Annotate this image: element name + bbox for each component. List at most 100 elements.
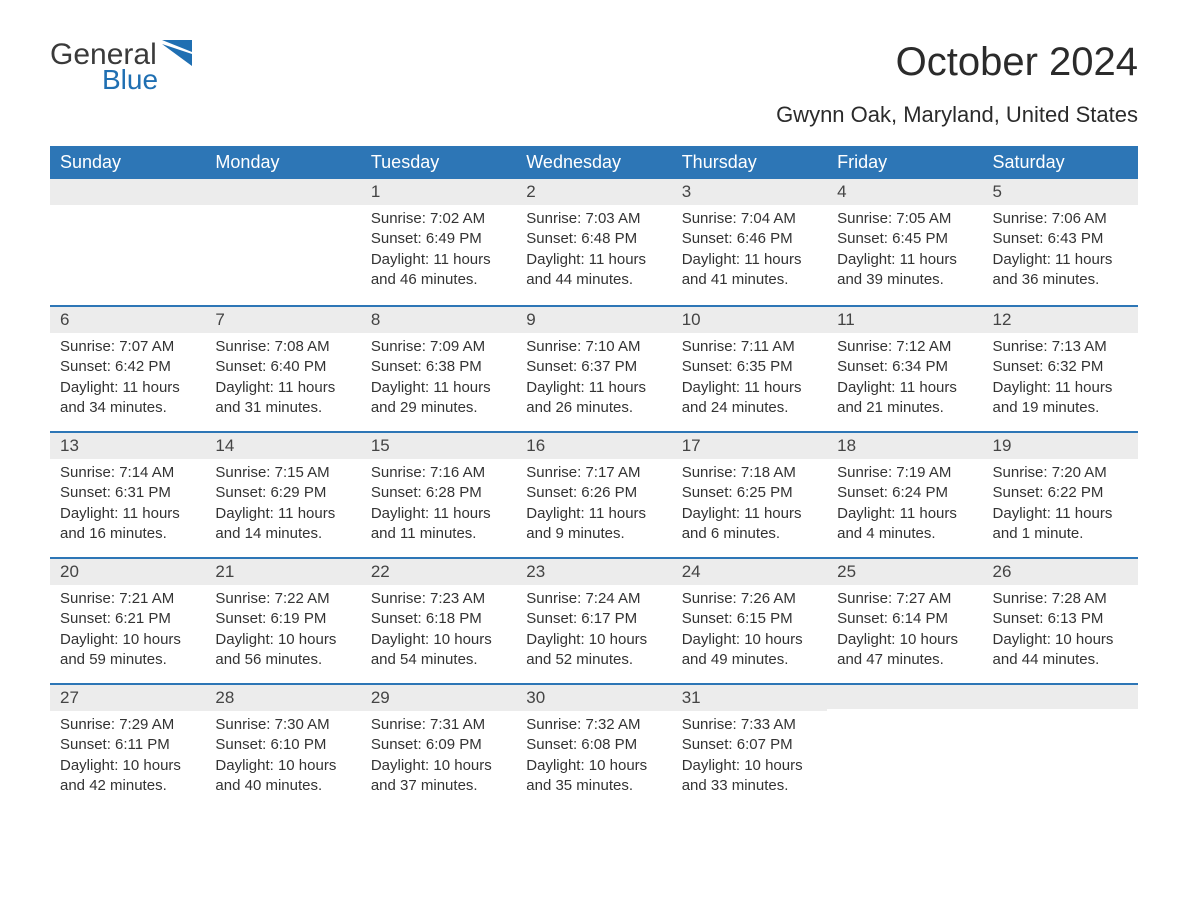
calendar-cell: 20Sunrise: 7:21 AMSunset: 6:21 PMDayligh…: [50, 557, 205, 683]
calendar-cell: 23Sunrise: 7:24 AMSunset: 6:17 PMDayligh…: [516, 557, 671, 683]
day-details: Sunrise: 7:21 AMSunset: 6:21 PMDaylight:…: [50, 585, 205, 678]
calendar-cell: 7Sunrise: 7:08 AMSunset: 6:40 PMDaylight…: [205, 305, 360, 431]
day-details: Sunrise: 7:04 AMSunset: 6:46 PMDaylight:…: [672, 205, 827, 298]
day-number: 10: [672, 305, 827, 333]
calendar-cell: 4Sunrise: 7:05 AMSunset: 6:45 PMDaylight…: [827, 179, 982, 305]
day-number: 18: [827, 431, 982, 459]
calendar-cell: 17Sunrise: 7:18 AMSunset: 6:25 PMDayligh…: [672, 431, 827, 557]
day-details: Sunrise: 7:02 AMSunset: 6:49 PMDaylight:…: [361, 205, 516, 298]
day-number: 23: [516, 557, 671, 585]
day-number: 29: [361, 683, 516, 711]
location-subtitle: Gwynn Oak, Maryland, United States: [50, 102, 1138, 128]
day-number: 9: [516, 305, 671, 333]
day-number: 24: [672, 557, 827, 585]
day-number: 22: [361, 557, 516, 585]
day-details: Sunrise: 7:30 AMSunset: 6:10 PMDaylight:…: [205, 711, 360, 804]
day-details: Sunrise: 7:14 AMSunset: 6:31 PMDaylight:…: [50, 459, 205, 552]
day-details: Sunrise: 7:31 AMSunset: 6:09 PMDaylight:…: [361, 711, 516, 804]
day-header: Thursday: [672, 146, 827, 179]
calendar-cell: 2Sunrise: 7:03 AMSunset: 6:48 PMDaylight…: [516, 179, 671, 305]
day-details: Sunrise: 7:12 AMSunset: 6:34 PMDaylight:…: [827, 333, 982, 426]
calendar-cell: 6Sunrise: 7:07 AMSunset: 6:42 PMDaylight…: [50, 305, 205, 431]
day-details: Sunrise: 7:06 AMSunset: 6:43 PMDaylight:…: [983, 205, 1138, 298]
day-header: Friday: [827, 146, 982, 179]
calendar-cell: [205, 179, 360, 305]
day-header: Wednesday: [516, 146, 671, 179]
day-header: Saturday: [983, 146, 1138, 179]
calendar-cell: 3Sunrise: 7:04 AMSunset: 6:46 PMDaylight…: [672, 179, 827, 305]
day-details: Sunrise: 7:13 AMSunset: 6:32 PMDaylight:…: [983, 333, 1138, 426]
day-number: 30: [516, 683, 671, 711]
calendar-cell: [50, 179, 205, 305]
day-details: Sunrise: 7:11 AMSunset: 6:35 PMDaylight:…: [672, 333, 827, 426]
day-details: Sunrise: 7:33 AMSunset: 6:07 PMDaylight:…: [672, 711, 827, 804]
day-details: Sunrise: 7:10 AMSunset: 6:37 PMDaylight:…: [516, 333, 671, 426]
calendar-cell: 8Sunrise: 7:09 AMSunset: 6:38 PMDaylight…: [361, 305, 516, 431]
calendar-cell: 18Sunrise: 7:19 AMSunset: 6:24 PMDayligh…: [827, 431, 982, 557]
day-details: Sunrise: 7:16 AMSunset: 6:28 PMDaylight:…: [361, 459, 516, 552]
day-number: 1: [361, 179, 516, 205]
day-details: Sunrise: 7:24 AMSunset: 6:17 PMDaylight:…: [516, 585, 671, 678]
calendar-cell: 9Sunrise: 7:10 AMSunset: 6:37 PMDaylight…: [516, 305, 671, 431]
day-number: 28: [205, 683, 360, 711]
calendar-cell: 14Sunrise: 7:15 AMSunset: 6:29 PMDayligh…: [205, 431, 360, 557]
day-details: Sunrise: 7:23 AMSunset: 6:18 PMDaylight:…: [361, 585, 516, 678]
page-title: October 2024: [896, 40, 1138, 85]
day-number: 8: [361, 305, 516, 333]
calendar-cell: [827, 683, 982, 809]
calendar-cell: 5Sunrise: 7:06 AMSunset: 6:43 PMDaylight…: [983, 179, 1138, 305]
flag-icon: [162, 40, 192, 66]
day-header: Tuesday: [361, 146, 516, 179]
day-header: Monday: [205, 146, 360, 179]
calendar-cell: 15Sunrise: 7:16 AMSunset: 6:28 PMDayligh…: [361, 431, 516, 557]
day-number: 21: [205, 557, 360, 585]
day-number: 4: [827, 179, 982, 205]
calendar-cell: [983, 683, 1138, 809]
day-details: Sunrise: 7:20 AMSunset: 6:22 PMDaylight:…: [983, 459, 1138, 552]
day-number: 13: [50, 431, 205, 459]
calendar-cell: 25Sunrise: 7:27 AMSunset: 6:14 PMDayligh…: [827, 557, 982, 683]
brand-logo: General Blue: [50, 40, 192, 96]
day-details: Sunrise: 7:17 AMSunset: 6:26 PMDaylight:…: [516, 459, 671, 552]
calendar-cell: 19Sunrise: 7:20 AMSunset: 6:22 PMDayligh…: [983, 431, 1138, 557]
calendar-cell: 21Sunrise: 7:22 AMSunset: 6:19 PMDayligh…: [205, 557, 360, 683]
brand-line2: Blue: [102, 64, 158, 96]
day-number: 2: [516, 179, 671, 205]
calendar-cell: 16Sunrise: 7:17 AMSunset: 6:26 PMDayligh…: [516, 431, 671, 557]
day-details: Sunrise: 7:26 AMSunset: 6:15 PMDaylight:…: [672, 585, 827, 678]
day-number: 26: [983, 557, 1138, 585]
day-details: Sunrise: 7:05 AMSunset: 6:45 PMDaylight:…: [827, 205, 982, 298]
calendar-cell: 10Sunrise: 7:11 AMSunset: 6:35 PMDayligh…: [672, 305, 827, 431]
day-number: 7: [205, 305, 360, 333]
day-number: 31: [672, 683, 827, 711]
calendar-cell: 24Sunrise: 7:26 AMSunset: 6:15 PMDayligh…: [672, 557, 827, 683]
day-details: Sunrise: 7:18 AMSunset: 6:25 PMDaylight:…: [672, 459, 827, 552]
day-number: 25: [827, 557, 982, 585]
day-details: Sunrise: 7:15 AMSunset: 6:29 PMDaylight:…: [205, 459, 360, 552]
day-details: Sunrise: 7:22 AMSunset: 6:19 PMDaylight:…: [205, 585, 360, 678]
day-details: Sunrise: 7:28 AMSunset: 6:13 PMDaylight:…: [983, 585, 1138, 678]
day-number: 6: [50, 305, 205, 333]
day-details: Sunrise: 7:08 AMSunset: 6:40 PMDaylight:…: [205, 333, 360, 426]
day-details: Sunrise: 7:29 AMSunset: 6:11 PMDaylight:…: [50, 711, 205, 804]
calendar-table: SundayMondayTuesdayWednesdayThursdayFrid…: [50, 146, 1138, 809]
day-number: 14: [205, 431, 360, 459]
calendar-cell: 13Sunrise: 7:14 AMSunset: 6:31 PMDayligh…: [50, 431, 205, 557]
calendar-cell: 27Sunrise: 7:29 AMSunset: 6:11 PMDayligh…: [50, 683, 205, 809]
calendar-cell: 29Sunrise: 7:31 AMSunset: 6:09 PMDayligh…: [361, 683, 516, 809]
day-details: Sunrise: 7:32 AMSunset: 6:08 PMDaylight:…: [516, 711, 671, 804]
day-number: 27: [50, 683, 205, 711]
day-number: 11: [827, 305, 982, 333]
calendar-cell: 31Sunrise: 7:33 AMSunset: 6:07 PMDayligh…: [672, 683, 827, 809]
calendar-cell: 11Sunrise: 7:12 AMSunset: 6:34 PMDayligh…: [827, 305, 982, 431]
calendar-cell: 30Sunrise: 7:32 AMSunset: 6:08 PMDayligh…: [516, 683, 671, 809]
day-details: Sunrise: 7:07 AMSunset: 6:42 PMDaylight:…: [50, 333, 205, 426]
calendar-cell: 26Sunrise: 7:28 AMSunset: 6:13 PMDayligh…: [983, 557, 1138, 683]
calendar-cell: 22Sunrise: 7:23 AMSunset: 6:18 PMDayligh…: [361, 557, 516, 683]
calendar-cell: 12Sunrise: 7:13 AMSunset: 6:32 PMDayligh…: [983, 305, 1138, 431]
day-number: 16: [516, 431, 671, 459]
day-number: 12: [983, 305, 1138, 333]
day-number: 3: [672, 179, 827, 205]
day-number: 5: [983, 179, 1138, 205]
day-header: Sunday: [50, 146, 205, 179]
